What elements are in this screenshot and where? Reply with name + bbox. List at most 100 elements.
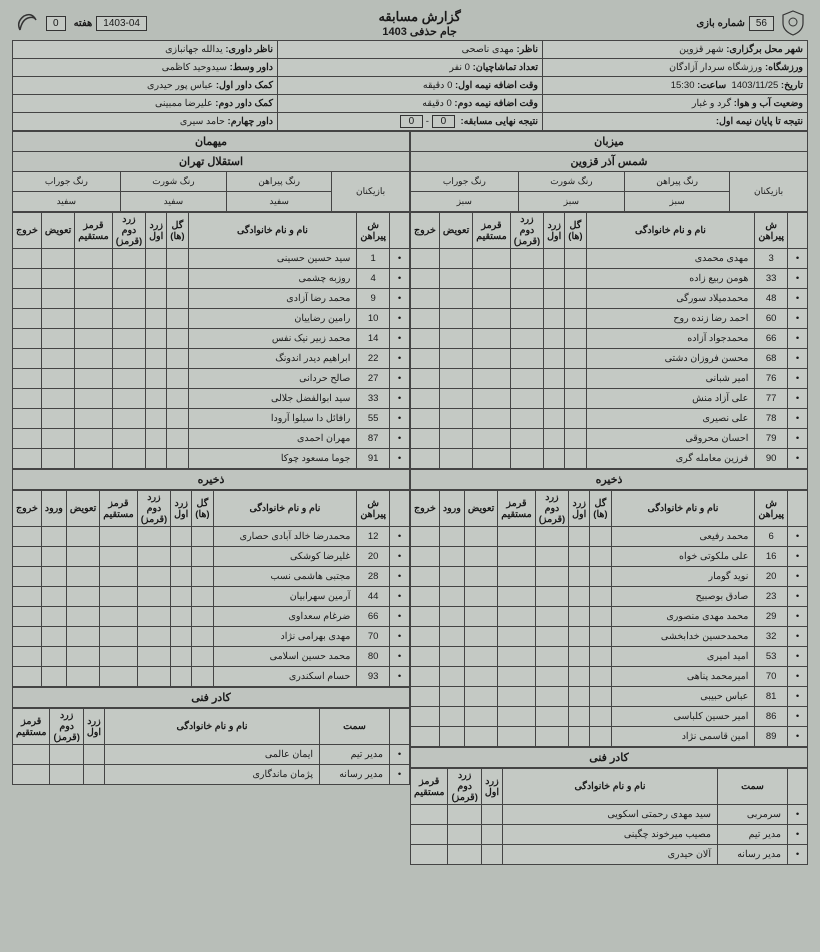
staff-row: •سرمربیسید مهدی رحمتی اسکویی: [411, 805, 808, 825]
player-row: •20غلیرضا کوشکی: [13, 547, 410, 567]
away-team-name: استقلال تهران: [13, 152, 410, 172]
player-name: امین قاسمی نژاد: [611, 727, 755, 747]
row-marker: •: [390, 587, 410, 607]
player-name: هومن ربیع زاده: [586, 269, 755, 289]
player-name: سید ابوالفضل جلالی: [188, 389, 357, 409]
player-number: 20: [357, 547, 390, 567]
row-marker: •: [390, 607, 410, 627]
row-marker: •: [788, 587, 808, 607]
player-name: محسن فروزان دشتی: [586, 349, 755, 369]
row-marker: •: [788, 409, 808, 429]
player-number: 14: [357, 329, 390, 349]
row-marker: •: [390, 309, 410, 329]
player-row: •77علی آزاد منش: [411, 389, 808, 409]
player-name: غلیرضا کوشکی: [213, 547, 357, 567]
league-logo: [12, 8, 42, 38]
home-players-table: ش پیراهن نام و نام خانوادگیگل (ها) زرد ا…: [410, 212, 808, 469]
row-marker: •: [390, 627, 410, 647]
player-name: ضرغام سعداوی: [213, 607, 357, 627]
player-row: •20نوید گومار: [411, 567, 808, 587]
player-name: مهران احمدی: [188, 429, 357, 449]
player-number: 48: [755, 289, 788, 309]
player-name: علی نصیری: [586, 409, 755, 429]
row-marker: •: [390, 369, 410, 389]
away-subs-table: ش پیراهن نام و نام خانوادگیگل (ها) زرد ا…: [12, 490, 410, 687]
player-name: صالح حردانی: [188, 369, 357, 389]
host-label: میزبان: [411, 132, 808, 152]
staff-row: •مدیر تیمایمان عالمی: [13, 745, 410, 765]
player-row: •22ابراهیم دیدر اندونگ: [13, 349, 410, 369]
row-marker: •: [390, 449, 410, 469]
player-row: •10رامین رضاییان: [13, 309, 410, 329]
row-marker: •: [390, 389, 410, 409]
player-name: ابراهیم دیدر اندونگ: [188, 349, 357, 369]
guest-label: میهمان: [13, 132, 410, 152]
player-name: رامین رضاییان: [188, 309, 357, 329]
game-number-label: شماره بازی: [696, 18, 745, 29]
row-marker: •: [390, 647, 410, 667]
player-row: •27صالح حردانی: [13, 369, 410, 389]
player-number: 53: [755, 647, 788, 667]
player-number: 79: [755, 429, 788, 449]
player-row: •53امید امیری: [411, 647, 808, 667]
row-marker: •: [390, 349, 410, 369]
row-marker: •: [390, 527, 410, 547]
player-number: 33: [357, 389, 390, 409]
player-number: 44: [357, 587, 390, 607]
player-number: 28: [357, 567, 390, 587]
row-marker: •: [390, 269, 410, 289]
row-marker: •: [788, 389, 808, 409]
player-name: محمدحسین خدابخشی: [611, 627, 755, 647]
row-marker: •: [788, 667, 808, 687]
player-row: •9محمد رضا آزادی: [13, 289, 410, 309]
player-number: 66: [357, 607, 390, 627]
player-row: •3مهدی محمدی: [411, 249, 808, 269]
federation-logo: [778, 8, 808, 38]
player-number: 23: [755, 587, 788, 607]
player-row: •80محمد حسین اسلامی: [13, 647, 410, 667]
player-row: •78علی نصیری: [411, 409, 808, 429]
player-number: 68: [755, 349, 788, 369]
staff-row: •مدیر رسانهپژمان ماندگاری: [13, 765, 410, 785]
player-row: •48محمدمیلاد سورگی: [411, 289, 808, 309]
player-number: 33: [755, 269, 788, 289]
player-number: 1: [357, 249, 390, 269]
row-marker: •: [788, 429, 808, 449]
player-row: •86امیر حسین کلباسی: [411, 707, 808, 727]
row-marker: •: [788, 687, 808, 707]
row-marker: •: [390, 409, 410, 429]
player-row: •33سید ابوالفضل جلالی: [13, 389, 410, 409]
player-number: 60: [755, 309, 788, 329]
player-name: سید حسین حسینی: [188, 249, 357, 269]
player-name: علی ملکوتی خواه: [611, 547, 755, 567]
staff-row: •مدیر رسانهآلان حیدری: [411, 845, 808, 865]
row-marker: •: [788, 329, 808, 349]
teams: میزبان شمس آذر قزوین بازیکنان رنگ پیراهن…: [12, 131, 808, 865]
row-marker: •: [788, 547, 808, 567]
player-number: 9: [357, 289, 390, 309]
player-name: جوما مسعود چوکا: [188, 449, 357, 469]
header: 56 شماره بازی گزارش مسابقه جام حذفی 1403…: [12, 8, 808, 38]
player-number: 81: [755, 687, 788, 707]
row-marker: •: [788, 249, 808, 269]
player-number: 6: [755, 527, 788, 547]
player-number: 55: [357, 409, 390, 429]
player-number: 12: [357, 527, 390, 547]
player-row: •66ضرغام سعداوی: [13, 607, 410, 627]
player-name: امیر حسین کلباسی: [611, 707, 755, 727]
away-team: میهمان استقلال تهران بازیکنان رنگ پیراهن…: [12, 131, 410, 865]
player-row: •14محمد زبیر نیک نفس: [13, 329, 410, 349]
player-number: 20: [755, 567, 788, 587]
player-number: 80: [357, 647, 390, 667]
row-marker: •: [390, 289, 410, 309]
player-row: •93حسام اسکندری: [13, 667, 410, 687]
row-marker: •: [788, 369, 808, 389]
row-marker: •: [390, 249, 410, 269]
player-row: •91جوما مسعود چوکا: [13, 449, 410, 469]
player-name: محمد زبیر نیک نفس: [188, 329, 357, 349]
player-number: 93: [357, 667, 390, 687]
player-row: •12محمدرضا خالد آبادی حصاری: [13, 527, 410, 547]
player-number: 87: [357, 429, 390, 449]
row-marker: •: [788, 349, 808, 369]
row-marker: •: [788, 567, 808, 587]
